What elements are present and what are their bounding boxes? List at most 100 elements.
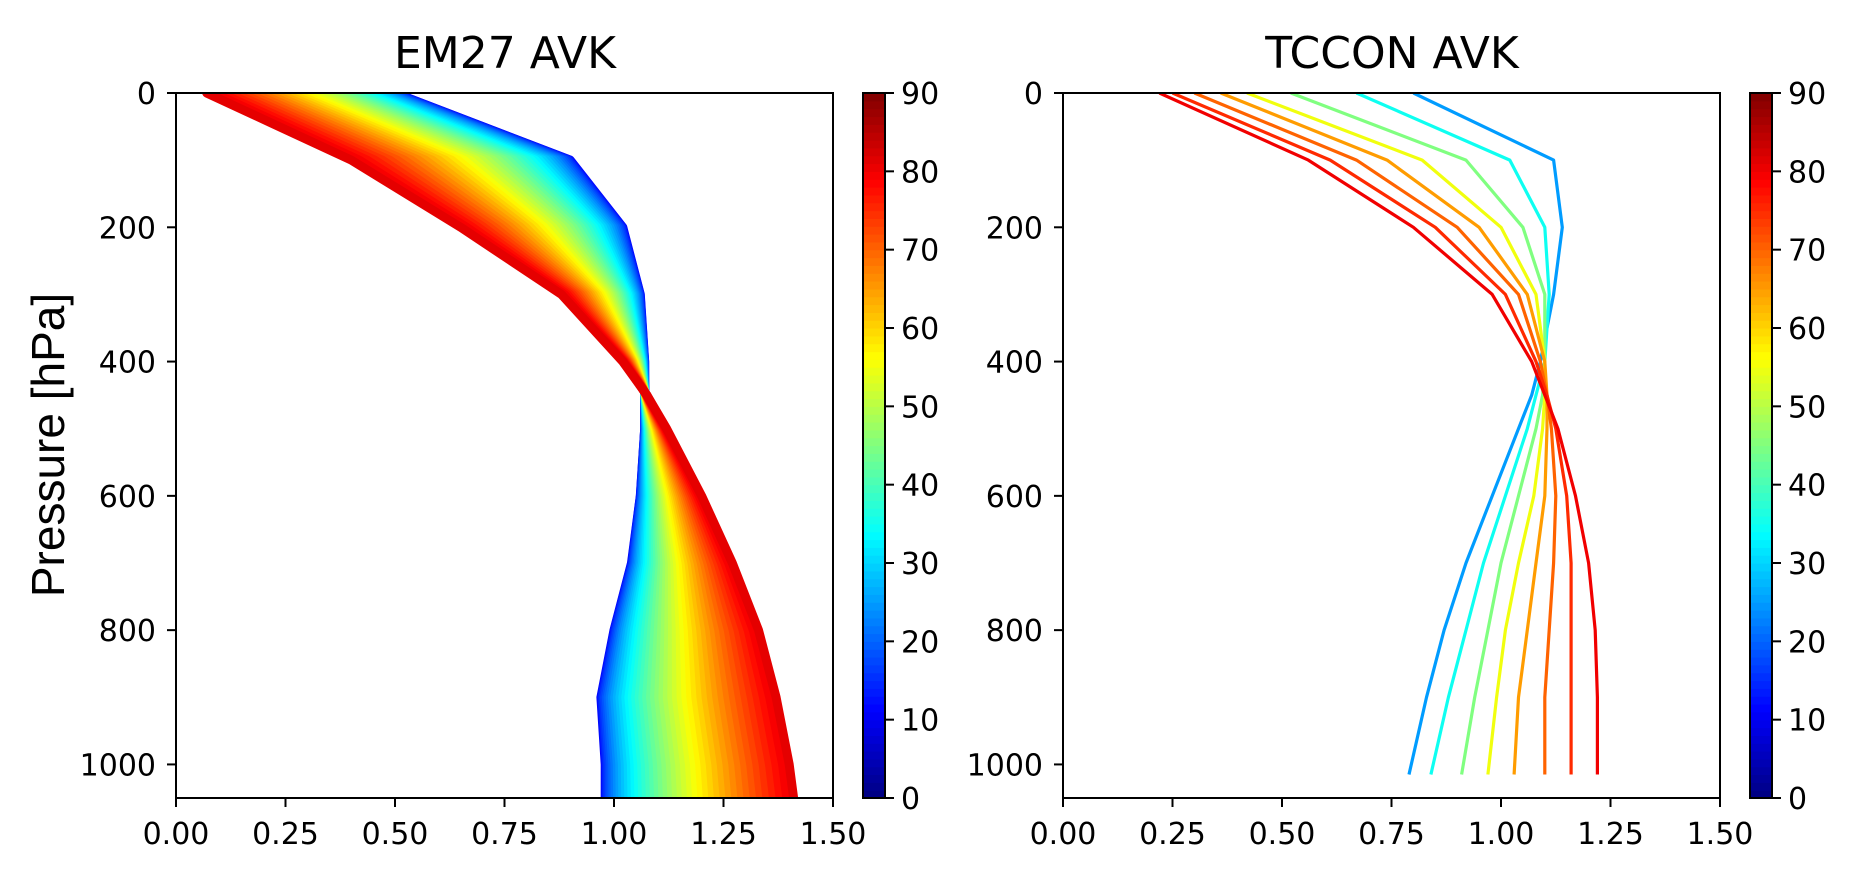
colorbar-tick-label: 60 bbox=[901, 312, 939, 347]
colorbar-swatch bbox=[863, 335, 885, 345]
colorbar-swatch bbox=[1750, 414, 1772, 423]
colorbar-swatch bbox=[1750, 273, 1772, 282]
colorbar-swatch bbox=[1750, 249, 1772, 259]
colorbar-swatch bbox=[863, 649, 885, 658]
x-tick-label: 0.75 bbox=[471, 817, 538, 852]
x-tick-label: 1.25 bbox=[690, 817, 757, 852]
colorbar-swatch bbox=[863, 743, 885, 752]
x-tick-label: 1.50 bbox=[800, 817, 867, 852]
colorbar-swatch bbox=[1750, 210, 1772, 219]
colorbar-tick-label: 50 bbox=[901, 390, 939, 425]
colorbar-swatch bbox=[1750, 719, 1772, 729]
colorbar-swatch bbox=[1750, 711, 1772, 721]
colorbar-swatch bbox=[863, 124, 885, 133]
colorbar-swatch bbox=[1750, 124, 1772, 133]
em27-title: EM27 AVK bbox=[394, 28, 617, 79]
colorbar-swatch bbox=[1750, 390, 1772, 400]
x-tick-label: 1.00 bbox=[581, 817, 648, 852]
colorbar-swatch bbox=[863, 147, 885, 157]
colorbar-swatch bbox=[863, 547, 885, 556]
colorbar-swatch bbox=[863, 281, 885, 290]
colorbar-swatch bbox=[863, 610, 885, 619]
colorbar-tick-label: 30 bbox=[901, 547, 939, 582]
colorbar-swatch bbox=[863, 680, 885, 689]
colorbar-swatch bbox=[1750, 476, 1772, 486]
colorbar-swatch bbox=[1750, 500, 1772, 509]
colorbar-swatch bbox=[1750, 108, 1772, 118]
colorbar-swatch bbox=[863, 602, 885, 611]
colorbar-swatch bbox=[1750, 782, 1772, 791]
colorbar-swatch bbox=[1750, 633, 1772, 642]
y-tick-label: 800 bbox=[986, 614, 1043, 649]
colorbar-swatch bbox=[863, 116, 885, 125]
colorbar-swatch bbox=[863, 751, 885, 760]
colorbar-swatch bbox=[863, 304, 885, 313]
colorbar-swatch bbox=[863, 398, 885, 407]
colorbar-swatch bbox=[863, 108, 885, 118]
colorbar-swatch bbox=[863, 766, 885, 776]
colorbar-swatch bbox=[1750, 194, 1772, 204]
colorbar-swatch bbox=[1750, 641, 1772, 650]
colorbar-swatch bbox=[863, 586, 885, 595]
colorbar-swatch bbox=[863, 484, 885, 494]
colorbar-tick-label: 0 bbox=[1788, 782, 1807, 817]
colorbar-swatch bbox=[1750, 100, 1772, 110]
colorbar-swatch bbox=[863, 461, 885, 470]
em27-panel: EM27 AVK Pressure [hPa] 0.00 0.25 0.50 0.75… bbox=[22, 28, 939, 852]
y-tick-label: 800 bbox=[99, 614, 156, 649]
colorbar-swatch bbox=[863, 523, 885, 533]
colorbar-swatch bbox=[863, 179, 885, 188]
colorbar-swatch bbox=[1750, 179, 1772, 188]
colorbar-swatch bbox=[1750, 484, 1772, 494]
colorbar-swatch bbox=[1750, 320, 1772, 329]
em27-avk-curve bbox=[202, 93, 799, 798]
colorbar-swatch bbox=[1750, 790, 1772, 799]
colorbar-swatch bbox=[1750, 343, 1772, 353]
y-tick-label: 200 bbox=[986, 211, 1043, 246]
colorbar-swatch bbox=[863, 758, 885, 768]
colorbar-swatch bbox=[863, 140, 885, 149]
colorbar-swatch bbox=[1750, 735, 1772, 744]
colorbar-tick-label: 70 bbox=[1788, 234, 1826, 269]
colorbar-swatch bbox=[1750, 296, 1772, 306]
colorbar-swatch bbox=[863, 155, 885, 165]
colorbar-swatch bbox=[863, 312, 885, 321]
colorbar-tick-label: 90 bbox=[901, 77, 939, 112]
colorbar-swatch bbox=[863, 657, 885, 666]
colorbar-swatch bbox=[863, 711, 885, 721]
x-tick-label: 0.00 bbox=[1030, 817, 1097, 852]
colorbar-swatch bbox=[863, 492, 885, 501]
tccon-avk-curve bbox=[1355, 93, 1551, 775]
x-tick-label: 0.00 bbox=[143, 817, 210, 852]
colorbar-swatch bbox=[1750, 649, 1772, 658]
colorbar-tick-label: 10 bbox=[1788, 704, 1826, 739]
colorbar-swatch bbox=[1750, 696, 1772, 705]
colorbar-swatch bbox=[1750, 132, 1772, 141]
colorbar-swatch bbox=[1750, 147, 1772, 157]
tccon-avk-curve bbox=[1220, 93, 1549, 775]
colorbar-swatch bbox=[863, 296, 885, 306]
colorbar-swatch bbox=[863, 664, 885, 674]
colorbar-swatch bbox=[863, 516, 885, 525]
colorbar-swatch bbox=[863, 328, 885, 337]
colorbar-swatch bbox=[863, 351, 885, 360]
y-tick-label: 1000 bbox=[967, 748, 1043, 783]
colorbar-swatch bbox=[863, 273, 885, 282]
tccon-title: TCCON AVK bbox=[1264, 28, 1520, 79]
colorbar-swatch bbox=[863, 320, 885, 329]
colorbar-swatch bbox=[1750, 304, 1772, 313]
colorbar-swatch bbox=[1750, 116, 1772, 125]
colorbar-swatch bbox=[1750, 93, 1772, 102]
colorbar-swatch bbox=[863, 617, 885, 627]
tccon-avk-curve bbox=[1407, 93, 1564, 775]
colorbar-swatch bbox=[1750, 406, 1772, 415]
colorbar-swatch bbox=[1750, 241, 1772, 251]
colorbar-swatch bbox=[1750, 187, 1772, 196]
colorbar-swatch bbox=[1750, 672, 1772, 682]
colorbar-swatch bbox=[1750, 610, 1772, 619]
x-tick-label: 0.50 bbox=[362, 817, 429, 852]
colorbar-swatch bbox=[1750, 155, 1772, 165]
colorbar-swatch bbox=[863, 249, 885, 259]
colorbar-swatch bbox=[863, 500, 885, 509]
colorbar-swatch bbox=[1750, 508, 1772, 517]
